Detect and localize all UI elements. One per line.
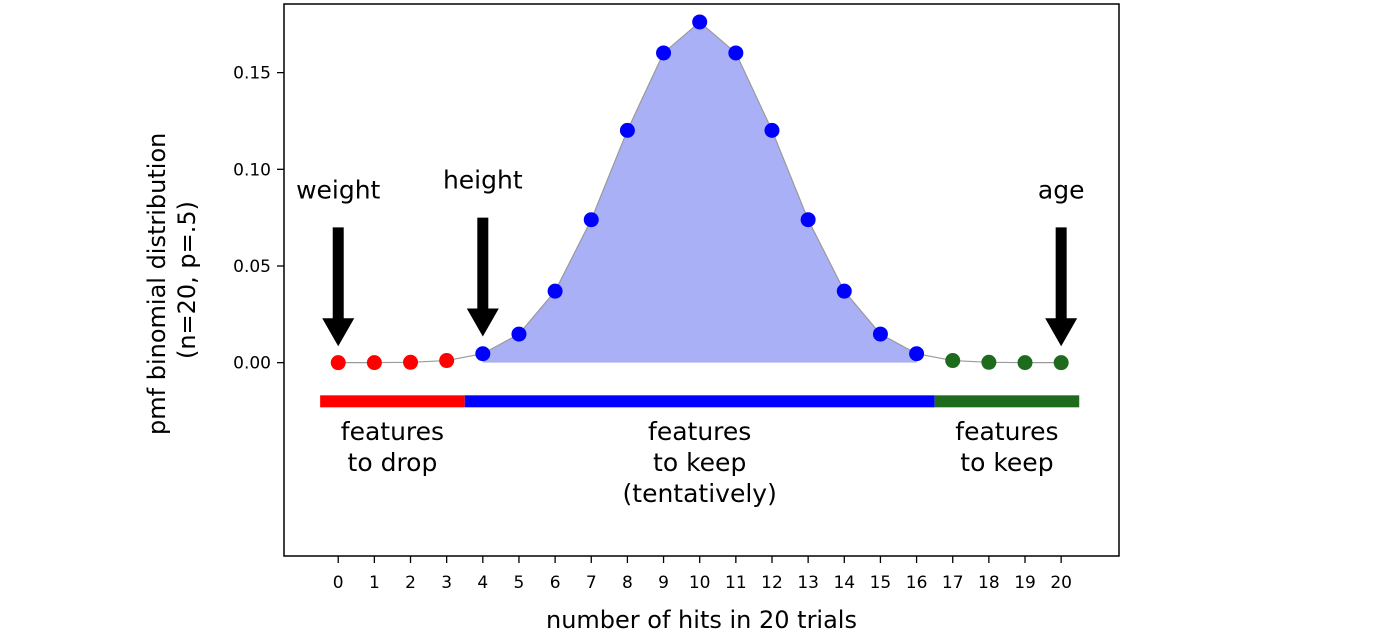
x-tick-label-14: 14 — [833, 573, 855, 593]
x-tick-label-11: 11 — [725, 573, 747, 593]
pmf-point-10 — [692, 14, 708, 30]
region-bar-2 — [934, 395, 1080, 408]
x-tick-label-18: 18 — [978, 573, 1000, 593]
x-axis-label: number of hits in 20 trials — [546, 606, 857, 632]
region-label-1: features to keep (tentatively) — [623, 417, 777, 508]
y-tick-label-3: 0.15 — [233, 64, 271, 84]
x-tick-label-17: 17 — [942, 573, 964, 593]
x-tick-label-5: 5 — [514, 573, 525, 593]
x-tick-label-7: 7 — [586, 573, 597, 593]
y-axis-ticks: 0.00 0.05 0.10 0.15 — [233, 64, 284, 374]
annotation-arrow-1 — [466, 217, 499, 337]
x-tick-label-0: 0 — [333, 573, 344, 593]
x-tick-label-1: 1 — [369, 573, 380, 593]
region-label-2: features to keep — [955, 417, 1058, 477]
annotation-labels: weight height age — [296, 166, 1084, 205]
pmf-point-0 — [330, 355, 346, 371]
x-tick-label-3: 3 — [441, 573, 452, 593]
feature-region-bars — [320, 395, 1080, 408]
y-axis-label: pmf binomial distribution (n=20, p=.5) — [143, 125, 201, 435]
x-tick-label-6: 6 — [550, 573, 561, 593]
pmf-point-11 — [728, 45, 744, 61]
x-tick-label-2: 2 — [405, 573, 416, 593]
y-axis-label-line-1: pmf binomial distribution — [143, 133, 171, 435]
pmf-point-15 — [872, 326, 888, 342]
y-tick-label-1: 0.05 — [233, 257, 271, 277]
x-tick-label-15: 15 — [870, 573, 892, 593]
pmf-points-layer — [330, 14, 1069, 371]
pmf-point-19 — [1017, 355, 1033, 371]
pmf-point-7 — [583, 212, 599, 228]
x-tick-label-4: 4 — [477, 573, 488, 593]
region-label-0: features to drop — [341, 417, 444, 477]
pmf-fill-area-layer — [482, 21, 917, 363]
pmf-point-16 — [909, 346, 925, 362]
pmf-point-12 — [764, 122, 780, 138]
plot-frame — [283, 3, 1120, 557]
y-axis-label-line-2: (n=20, p=.5) — [173, 201, 201, 359]
region-labels: features to drop features to keep (tentative… — [341, 417, 1059, 508]
pmf-point-20 — [1053, 355, 1069, 371]
x-tick-label-9: 9 — [658, 573, 669, 593]
annotation-label-0: weight — [296, 175, 380, 204]
region-bar-1 — [464, 395, 935, 408]
pmf-point-13 — [800, 212, 816, 228]
pmf-point-17 — [945, 353, 961, 369]
annotation-label-1: height — [443, 166, 523, 195]
annotation-arrow-2 — [1045, 227, 1078, 347]
x-axis-ticks: 0 1 2 3 4 5 6 7 8 9 10 11 12 13 14 15 16 17 18 19 20 — [333, 556, 1072, 593]
pmf-point-14 — [836, 283, 852, 299]
x-tick-label-13: 13 — [797, 573, 819, 593]
pmf-point-18 — [981, 354, 997, 370]
x-tick-label-12: 12 — [761, 573, 783, 593]
x-tick-label-10: 10 — [689, 573, 711, 593]
pmf-fill-area — [482, 21, 917, 363]
pmf-point-1 — [366, 355, 382, 371]
region-bar-0 — [320, 395, 465, 408]
x-tick-label-20: 20 — [1050, 573, 1072, 593]
y-tick-label-2: 0.10 — [233, 160, 271, 180]
x-tick-label-8: 8 — [622, 573, 633, 593]
annotation-arrows — [322, 217, 1078, 347]
pmf-point-2 — [403, 354, 419, 370]
y-tick-label-0: 0.00 — [233, 354, 271, 374]
pmf-point-5 — [511, 326, 527, 342]
pmf-point-6 — [547, 283, 563, 299]
annotation-arrow-0 — [322, 227, 355, 347]
x-tick-label-16: 16 — [906, 573, 928, 593]
pmf-point-9 — [656, 45, 672, 61]
pmf-point-3 — [439, 353, 455, 369]
pmf-point-4 — [475, 346, 491, 362]
x-tick-label-19: 19 — [1014, 573, 1036, 593]
pmf-point-8 — [619, 122, 635, 138]
annotation-label-2: age — [1038, 175, 1085, 204]
